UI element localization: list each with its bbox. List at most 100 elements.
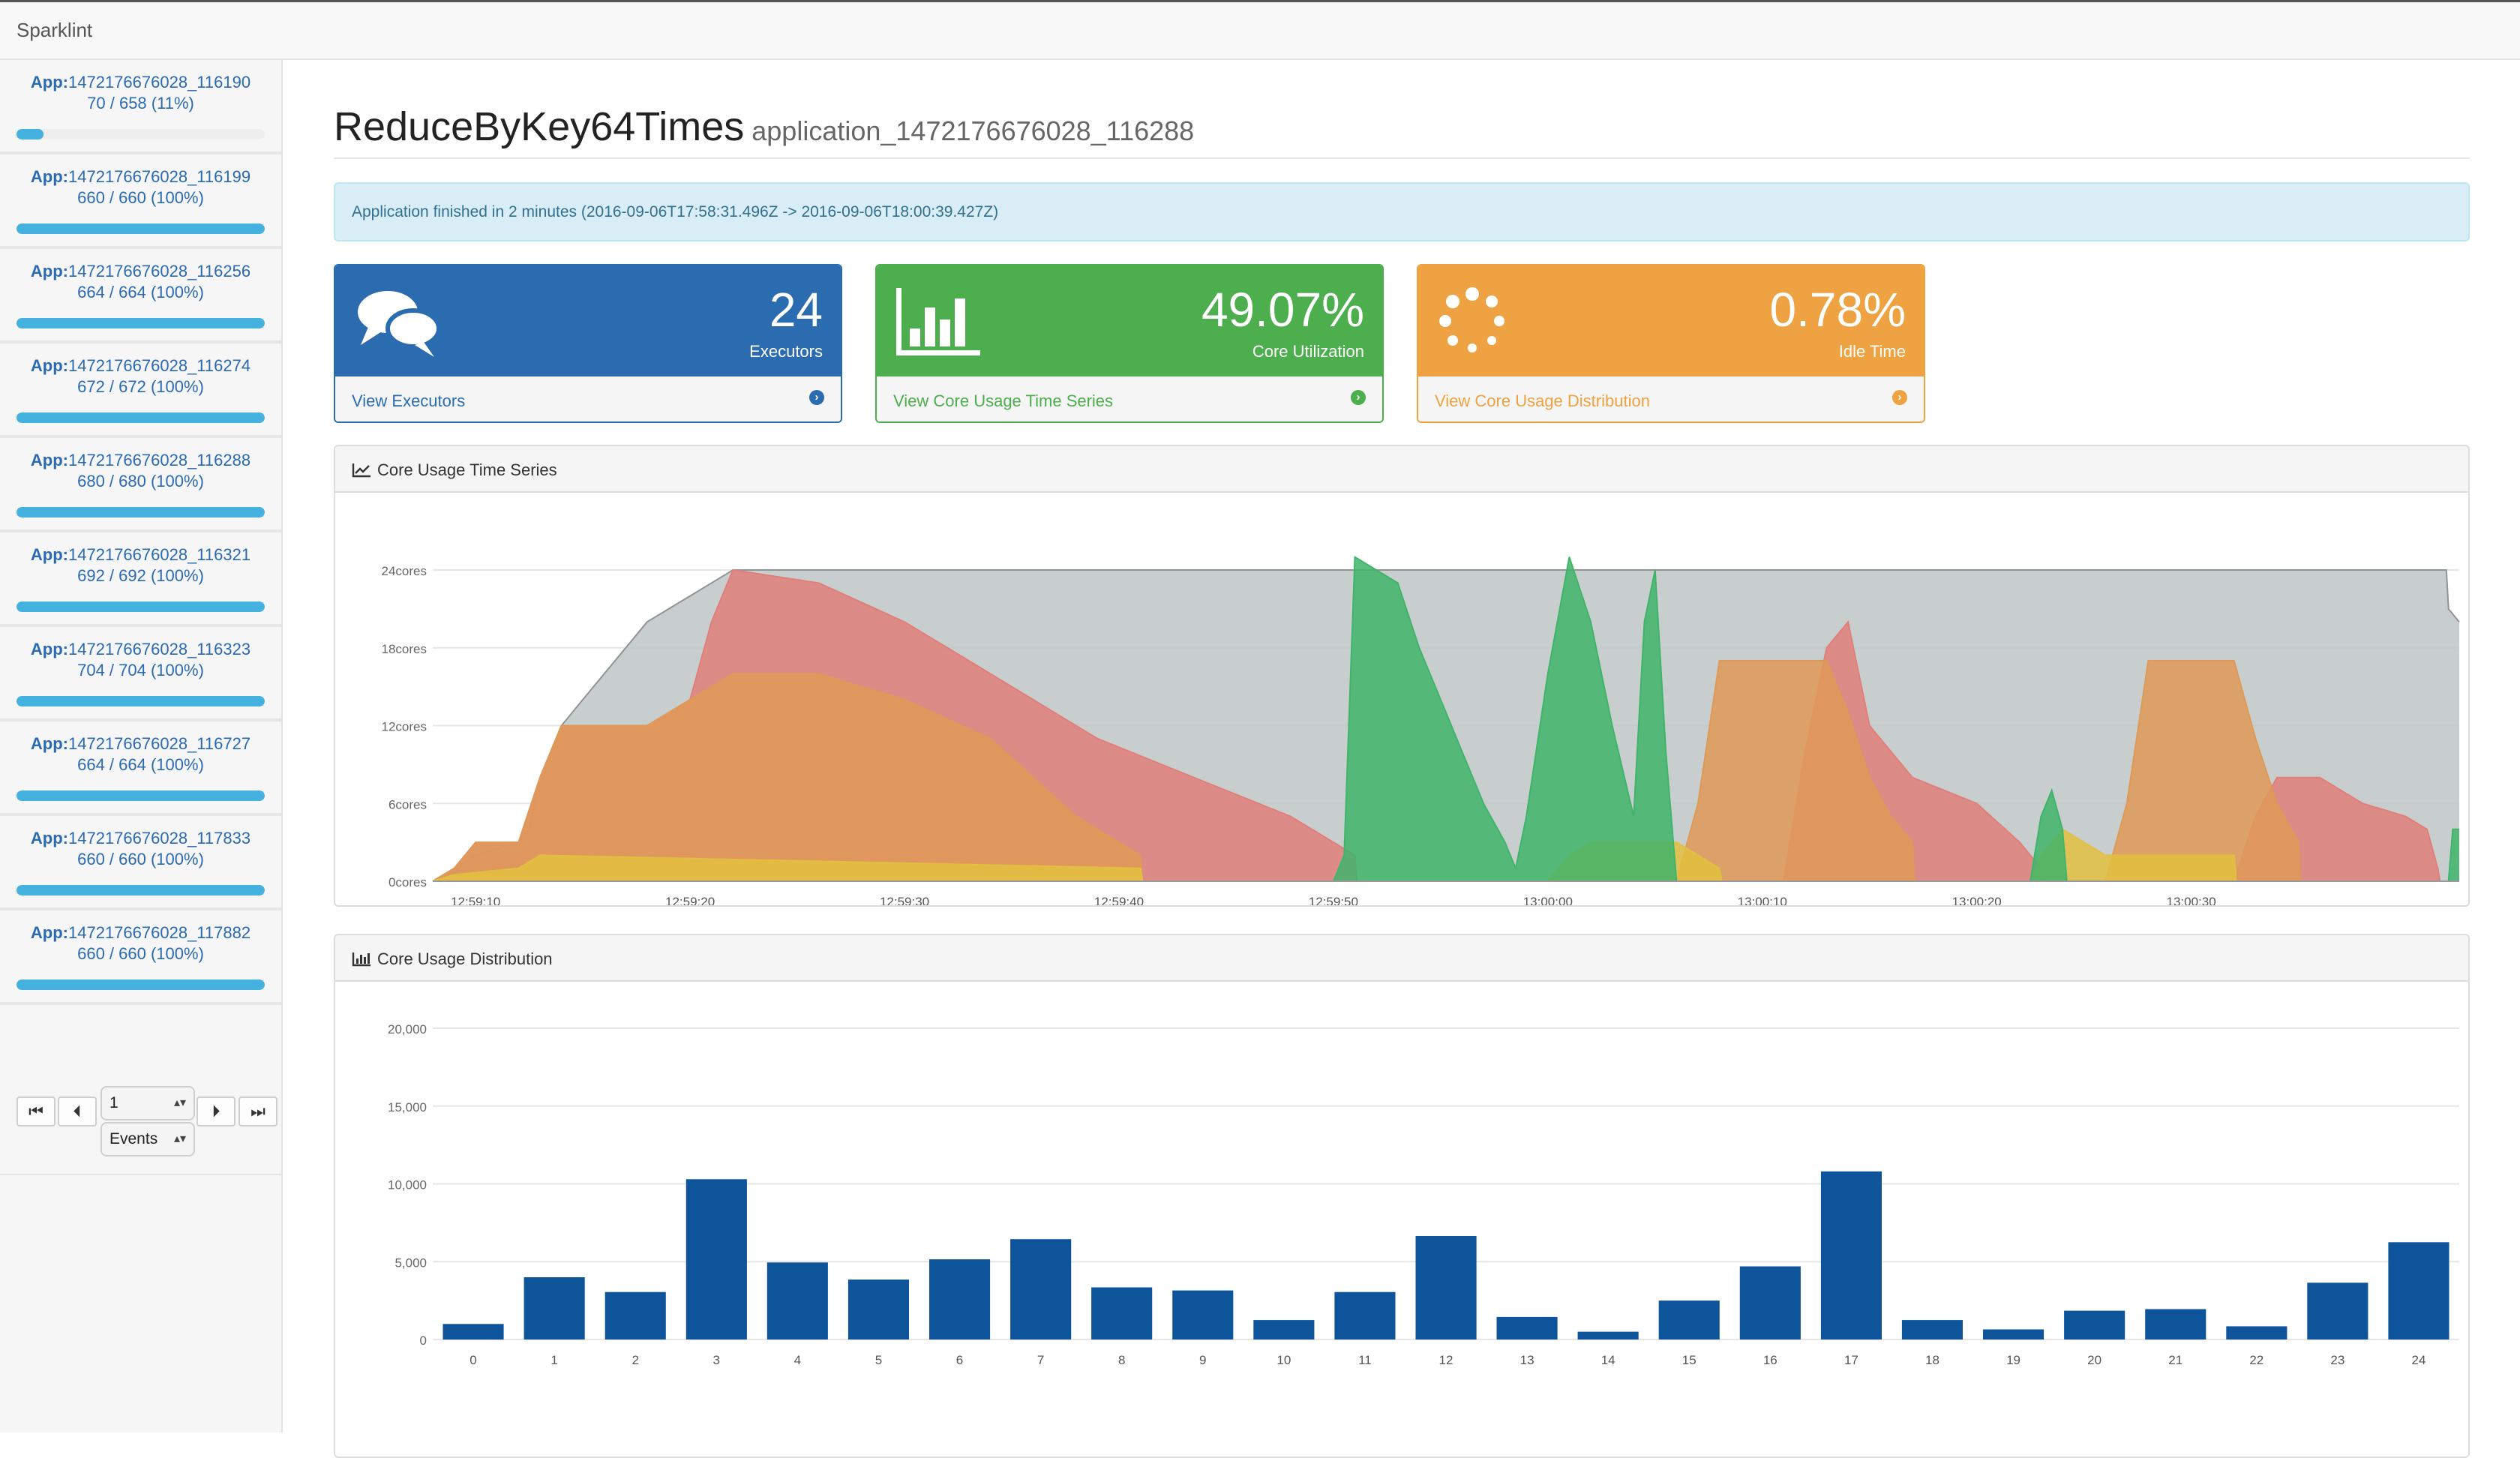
app-prefix: App: xyxy=(30,356,68,375)
sidebar: App:1472176676028_116190 70 / 658 (11%) Ap… xyxy=(0,60,283,1432)
x-tick-label: 12 xyxy=(1439,1353,1454,1367)
bar[interactable] xyxy=(1658,1300,1720,1340)
x-tick-label: 13:00:20 xyxy=(1952,895,2002,905)
app-link[interactable]: App:1472176676028_116321 xyxy=(0,544,281,566)
bar[interactable] xyxy=(1415,1236,1477,1340)
bar[interactable] xyxy=(1253,1320,1315,1340)
bar[interactable] xyxy=(1901,1320,1963,1340)
app-progress-text: 680 / 680 (100%) xyxy=(77,472,204,490)
x-tick-label: 18 xyxy=(1925,1353,1940,1367)
app-list-item[interactable]: App:1472176676028_116323 704 / 704 (100%) xyxy=(0,627,281,722)
bar[interactable] xyxy=(1983,1329,2044,1340)
skip-forward-icon[interactable]: ⏭ xyxy=(238,1096,278,1126)
idle-time-value: 0.78% xyxy=(1769,283,1906,337)
app-link[interactable]: App:1472176676028_116323 xyxy=(0,639,281,660)
bar[interactable] xyxy=(1334,1292,1396,1340)
bar[interactable] xyxy=(1172,1290,1234,1340)
bar[interactable] xyxy=(524,1277,585,1340)
app-link[interactable]: App:1472176676028_116288 xyxy=(0,450,281,471)
app-list-item[interactable]: App:1472176676028_116256 664 / 664 (100%) xyxy=(0,249,281,344)
app-list-item[interactable]: App:1472176676028_116727 664 / 664 (100%) xyxy=(0,722,281,816)
bar[interactable] xyxy=(766,1262,828,1340)
y-tick-label: 20,000 xyxy=(388,1022,427,1036)
bar[interactable] xyxy=(1739,1266,1801,1340)
x-tick-label: 12:59:20 xyxy=(665,895,715,905)
bar[interactable] xyxy=(1010,1239,1072,1340)
step-forward-icon[interactable]: ⏵ xyxy=(196,1096,236,1126)
app-prefix: App: xyxy=(30,167,68,186)
executors-label: Executors xyxy=(749,342,823,361)
core-usage-time-series-chart[interactable]: 0cores 6cores 12cores 18cores 24cores 12:59:1… xyxy=(335,493,2468,905)
app-list-item[interactable]: App:1472176676028_116321 692 / 692 (100%) xyxy=(0,532,281,627)
core-usage-time-series-panel: Core Usage Time Series 0cores 6cores 12cor… xyxy=(334,445,2470,907)
bar[interactable] xyxy=(604,1292,666,1340)
y-tick-label: 5,000 xyxy=(394,1256,427,1270)
yellow-series-line xyxy=(432,828,2459,882)
step-unit-select[interactable]: Events ▴▾ xyxy=(100,1122,195,1156)
progress-bar xyxy=(16,318,265,328)
x-tick-label: 8 xyxy=(1118,1353,1125,1367)
app-link[interactable]: App:1472176676028_116256 xyxy=(0,261,281,282)
progress-bar xyxy=(16,885,265,896)
bar[interactable] xyxy=(2226,1326,2288,1340)
bar[interactable] xyxy=(2145,1309,2206,1340)
bar[interactable] xyxy=(686,1179,747,1340)
progress-bar-fill xyxy=(16,224,265,234)
app-link[interactable]: App:1472176676028_117882 xyxy=(0,922,281,944)
bar[interactable] xyxy=(442,1324,504,1340)
app-list-item[interactable]: App:1472176676028_116274 672 / 672 (100%) xyxy=(0,344,281,438)
app-link[interactable]: App:1472176676028_116274 xyxy=(0,356,281,376)
bar[interactable] xyxy=(1820,1171,1882,1340)
x-tick-label: 24 xyxy=(2411,1353,2426,1367)
app-list-item[interactable]: App:1472176676028_116190 70 / 658 (11%) xyxy=(0,60,281,154)
x-tick-label: 21 xyxy=(2168,1353,2182,1367)
panel-heading: Core Usage Time Series xyxy=(335,446,2468,493)
progress-bar xyxy=(16,129,265,140)
bar[interactable] xyxy=(1496,1316,1558,1340)
app-prefix: App: xyxy=(30,734,68,753)
bar[interactable] xyxy=(2307,1282,2368,1340)
bar[interactable] xyxy=(1091,1287,1153,1340)
y-tick-label: 15,000 xyxy=(388,1100,427,1114)
bar[interactable] xyxy=(929,1259,991,1340)
x-tick-label: 15 xyxy=(1682,1353,1696,1367)
step-back-icon[interactable]: ⏴ xyxy=(58,1096,97,1126)
y-tick-label: 24cores xyxy=(382,564,427,578)
skip-back-icon[interactable]: ⏮ xyxy=(16,1096,56,1126)
app-link[interactable]: App:1472176676028_116190 xyxy=(0,72,281,93)
app-link[interactable]: App:1472176676028_117833 xyxy=(0,828,281,849)
progress-bar-fill xyxy=(16,885,265,896)
brand-logo[interactable]: Sparklint xyxy=(16,19,93,41)
bar[interactable] xyxy=(2064,1310,2126,1340)
bar[interactable] xyxy=(1577,1331,1639,1340)
view-executors-link[interactable]: View Executors › xyxy=(335,376,841,422)
bar[interactable] xyxy=(2388,1242,2450,1340)
application-id-subtitle: application_1472176676028_116288 xyxy=(752,116,1195,146)
progress-bar-fill xyxy=(16,696,265,706)
x-tick-label: 12:59:40 xyxy=(1094,895,1144,905)
app-list-item[interactable]: App:1472176676028_117833 660 / 660 (100%) xyxy=(0,816,281,910)
app-link[interactable]: App:1472176676028_116727 xyxy=(0,734,281,754)
x-tick-label: 7 xyxy=(1037,1353,1044,1367)
bar[interactable] xyxy=(848,1280,909,1340)
view-core-usage-time-series-link[interactable]: View Core Usage Time Series › xyxy=(877,376,1382,422)
app-list-item[interactable]: App:1472176676028_116199 660 / 660 (100%) xyxy=(0,154,281,249)
app-id: 1472176676028_117833 xyxy=(68,829,251,848)
app-list-item[interactable]: App:1472176676028_117882 660 / 660 (100%) xyxy=(0,910,281,1005)
x-tick-label: 16 xyxy=(1763,1353,1778,1367)
x-tick-label: 13:00:10 xyxy=(1738,895,1787,905)
step-size-select[interactable]: 1 ▴▾ xyxy=(100,1086,195,1120)
yellow-series-area[interactable] xyxy=(433,829,2459,881)
x-tick-label: 23 xyxy=(2330,1353,2344,1367)
view-core-usage-distribution-link[interactable]: View Core Usage Distribution › xyxy=(1418,376,1924,422)
app-progress-text: 664 / 664 (100%) xyxy=(77,283,204,302)
app-list-item[interactable]: App:1472176676028_116288 680 / 680 (100%) xyxy=(0,438,281,532)
green-series-area[interactable] xyxy=(433,556,2459,881)
app-link[interactable]: App:1472176676028_116199 xyxy=(0,166,281,188)
spinner-icon xyxy=(1439,287,1504,352)
executors-count: 24 xyxy=(769,283,823,337)
green-series-line xyxy=(433,555,2459,882)
x-tick-label: 19 xyxy=(2006,1353,2020,1367)
link-label: View Core Usage Distribution xyxy=(1435,392,1650,410)
